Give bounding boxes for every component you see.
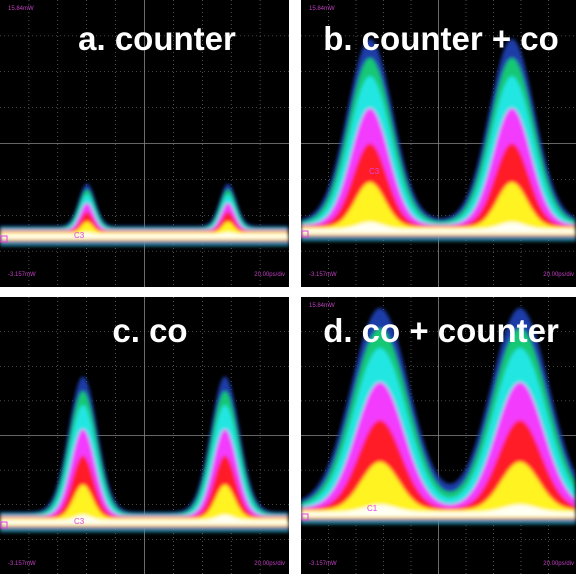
time-label: 20.00ps/div bbox=[543, 272, 574, 278]
marker bbox=[0, 235, 8, 243]
waveform-layer bbox=[301, 182, 576, 235]
time-label: 20.00ps/div bbox=[254, 272, 285, 278]
waveform bbox=[0, 183, 289, 246]
scope-panel: d. co + counter 15.84mW -3.157mW 20.00ps/di… bbox=[301, 297, 576, 574]
waveform-layer bbox=[301, 222, 576, 234]
top-label: 15.84mW bbox=[309, 303, 335, 309]
bottom-label: -3.157mW bbox=[309, 272, 337, 278]
waveform-layer bbox=[0, 484, 289, 526]
bottom-label: -3.157mW bbox=[8, 272, 36, 278]
scope-panel: c. co -3.157mW 20.00ps/div C3 bbox=[0, 297, 289, 574]
channel-label: C3 bbox=[369, 167, 380, 176]
panel-title: b. counter + co bbox=[323, 20, 559, 57]
waveform bbox=[301, 38, 576, 241]
marker bbox=[301, 513, 309, 521]
waveform bbox=[0, 376, 289, 532]
bottom-label: -3.157mW bbox=[8, 561, 36, 567]
panel-title: a. counter bbox=[78, 20, 236, 57]
time-label: 20.00ps/div bbox=[254, 561, 285, 567]
top-label: 15.84mW bbox=[8, 6, 34, 12]
waveform bbox=[301, 308, 576, 524]
time-label: 20.00ps/div bbox=[543, 561, 574, 567]
marker bbox=[0, 521, 8, 529]
waveform-layer bbox=[0, 514, 289, 525]
channel-label: C1 bbox=[367, 504, 378, 513]
waveform-layer bbox=[301, 504, 576, 517]
scope-panel: b. counter + co 15.84mW -3.157mW 20.00ps/di… bbox=[301, 0, 576, 287]
scope-panel: a. counter 15.84mW -3.157mW 20.00ps/div C3 bbox=[0, 0, 289, 287]
waveform-layer bbox=[0, 232, 289, 239]
channel-label: C3 bbox=[74, 517, 85, 526]
panel-title: c. co bbox=[112, 312, 187, 349]
bottom-label: -3.157mW bbox=[309, 561, 337, 567]
marker bbox=[301, 230, 309, 238]
panel-title: d. co + counter bbox=[323, 312, 559, 349]
top-label: 15.84mW bbox=[309, 6, 335, 12]
channel-label: C3 bbox=[74, 231, 85, 240]
waveform-layer bbox=[301, 462, 576, 518]
